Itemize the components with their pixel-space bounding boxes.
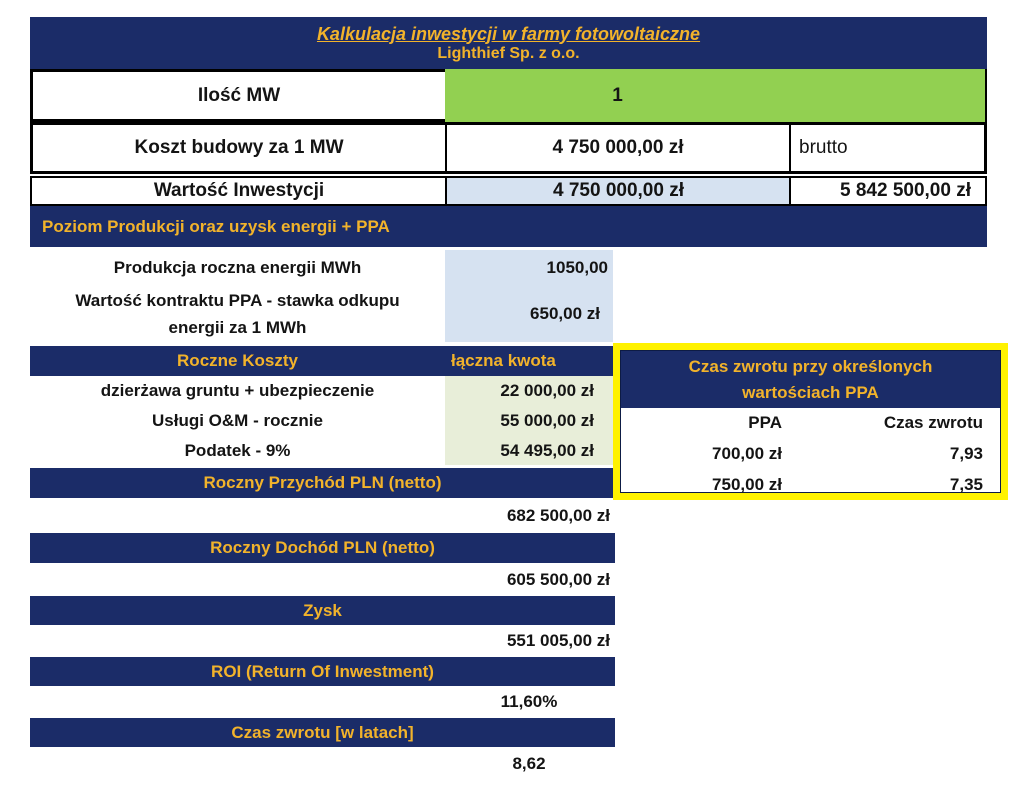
payback-czas-value: 7,35 (949, 474, 983, 494)
payback-czas-value: 7,93 (949, 443, 983, 463)
build-cost-label: Koszt budowy za 1 MW (134, 137, 344, 158)
income-value: 605 500,00 zł (506, 569, 610, 589)
income-label: Roczny Dochód PLN (netto) (210, 538, 435, 557)
cost-row-label: dzierżawa gruntu + ubezpieczenie (100, 381, 375, 400)
roi-bar: ROI (Return Of Inwestment) (30, 657, 615, 686)
ppa-contract-label-line2: energii za 1 MWh (168, 318, 307, 337)
investment-label-cell: Wartość Inwestycji (30, 176, 448, 206)
production-section-title: Poziom Produkcji oraz uzysk energii + PP… (42, 216, 390, 236)
build-cost-value: 4 750 000,00 zł (552, 137, 684, 158)
cost-row-value: 55 000,00 zł (500, 411, 594, 430)
cost-row-label: Podatek - 9% (184, 440, 291, 460)
income-bar: Roczny Dochód PLN (netto) (30, 533, 615, 563)
payback-scenarios-header: Czas zwrotu przy określonych wartościach… (621, 351, 1000, 408)
payback-scenarios-box: Czas zwrotu przy określonych wartościach… (613, 343, 1008, 500)
costs-header-value: łączna kwota (451, 351, 556, 370)
production-input-cell[interactable] (445, 250, 613, 342)
payback-table-header-row: PPA Czas zwrotu (621, 408, 1000, 438)
cost-row-label: Usługi O&M - rocznie (152, 411, 323, 430)
costs-header-bar: Roczne Koszty łączna kwota (30, 346, 615, 376)
payback-years-label: Czas zwrotu [w latach] (231, 722, 414, 742)
annual-production-value: 1050,00 (546, 258, 608, 277)
revenue-bar: Roczny Przychód PLN (netto) (30, 468, 615, 498)
ppa-contract-label-line1: Wartość kontraktu PPA - stawka odkupu (75, 290, 400, 310)
payback-years-bar: Czas zwrotu [w latach] (30, 718, 615, 747)
payback-ppa-value: 700,00 zł (712, 443, 782, 463)
build-cost-label-cell: Koszt budowy za 1 MW (30, 122, 448, 174)
investment-gross-value: 5 842 500,00 zł (840, 180, 971, 201)
cost-row-value: 22 000,00 zł (500, 381, 594, 400)
investment-label: Wartość Inwestycji (153, 180, 325, 201)
ppa-contract-label: Wartość kontraktu PPA - stawka odkupu en… (30, 286, 445, 342)
payback-scenarios-inner: Czas zwrotu przy określonych wartościach… (620, 350, 1001, 494)
revenue-label: Roczny Przychód PLN (netto) (203, 473, 442, 492)
build-cost-value-cell: 4 750 000,00 zł (445, 122, 792, 174)
investment-gross-cell: 5 842 500,00 zł (789, 176, 987, 206)
payback-years-value: 8,62 (512, 754, 546, 773)
cost-row-value: 54 495,00 zł (500, 440, 594, 460)
mw-count-input-cell[interactable]: 1 (445, 69, 987, 122)
costs-value-column (445, 376, 613, 465)
payback-table-row: 750,00 zł 7,35 (621, 469, 1000, 500)
payback-scenarios-title-line1: Czas zwrotu przy określonych (688, 357, 933, 376)
company-name: Lighthief Sp. z o.o. (437, 44, 580, 62)
mw-count-label: Ilość MW (197, 84, 281, 106)
annual-production-label: Produkcja roczna energii MWh (113, 258, 362, 277)
profit-label: Zysk (303, 600, 342, 620)
payback-table-row: 700,00 zł 7,93 (621, 438, 1000, 469)
build-cost-note: brutto (799, 137, 848, 158)
investment-net-value: 4 750 000,00 zł (553, 180, 684, 201)
profit-bar: Zysk (30, 596, 615, 625)
revenue-value: 682 500,00 zł (506, 505, 610, 525)
profit-value: 551 005,00 zł (506, 631, 610, 650)
payback-ppa-value: 750,00 zł (712, 474, 782, 494)
payback-col-ppa-header: PPA (748, 413, 782, 432)
payback-scenarios-title-line2: wartościach PPA (742, 382, 879, 402)
page-title: Kalkulacja inwestycji w farmy fotowoltai… (316, 23, 701, 44)
payback-col-czas-header: Czas zwrotu (883, 413, 983, 432)
title-bar: Kalkulacja inwestycji w farmy fotowoltai… (30, 17, 987, 69)
ppa-contract-value: 650,00 zł (530, 304, 600, 323)
roi-value: 11,60% (500, 692, 558, 711)
roi-label: ROI (Return Of Inwestment) (211, 661, 434, 681)
mw-count-label-cell: Ilość MW (30, 69, 448, 122)
mw-count-value: 1 (612, 84, 623, 106)
investment-net-cell[interactable]: 4 750 000,00 zł (445, 176, 792, 206)
build-cost-note-cell: brutto (789, 122, 987, 174)
production-section-bar: Poziom Produkcji oraz uzysk energii + PP… (30, 206, 987, 247)
costs-header-label: Roczne Koszty (177, 351, 298, 370)
